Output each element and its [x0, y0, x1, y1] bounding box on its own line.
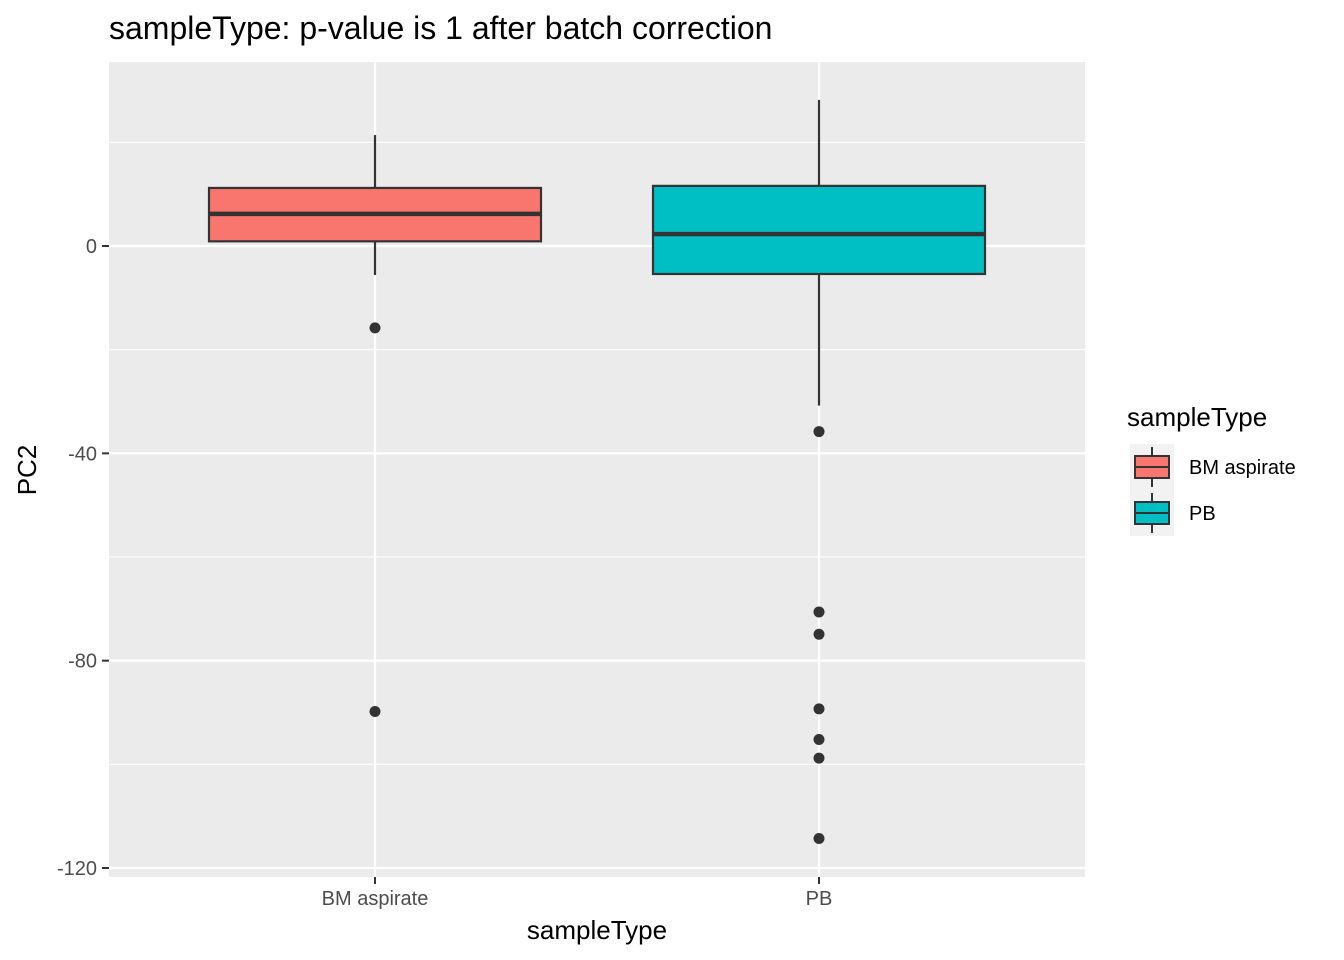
x-tick-label: BM aspirate [322, 888, 429, 910]
x-axis: BM aspirate PB [322, 877, 833, 910]
x-axis-title: sampleType [527, 915, 667, 945]
x-tick-label: PB [806, 888, 833, 910]
legend-title: sampleType [1127, 402, 1267, 432]
legend-label: BM aspirate [1189, 457, 1296, 479]
outlier-point [813, 426, 825, 438]
outlier-point [813, 606, 825, 618]
y-tick-label: -120 [57, 858, 97, 880]
outlier-point [369, 322, 381, 334]
chart-title: sampleType: p-value is 1 after batch cor… [109, 10, 772, 46]
box-bm-aspirate [207, 135, 543, 717]
y-tick-label: -40 [68, 443, 97, 465]
legend-label: PB [1189, 503, 1216, 525]
outlier-point [369, 705, 381, 717]
boxes [207, 99, 987, 844]
outlier-point [813, 733, 825, 745]
plot-panel [109, 62, 1085, 877]
legend-key-bm-aspirate: BM aspirate [1130, 444, 1296, 490]
y-axis: 0 -40 -80 -120 [57, 236, 109, 880]
legend: sampleType BM aspirate PB [1127, 402, 1296, 536]
y-axis-title: PC2 [12, 445, 42, 496]
y-tick-label: 0 [86, 236, 97, 258]
box-body [651, 184, 987, 276]
outlier-point [813, 628, 825, 640]
box-pb [651, 99, 987, 844]
outlier-point [813, 703, 825, 715]
outlier-point [813, 832, 825, 844]
y-tick-label: -80 [68, 651, 97, 673]
legend-key-pb: PB [1130, 490, 1216, 536]
grid-minor [109, 141, 1085, 765]
outlier-point [813, 752, 825, 764]
